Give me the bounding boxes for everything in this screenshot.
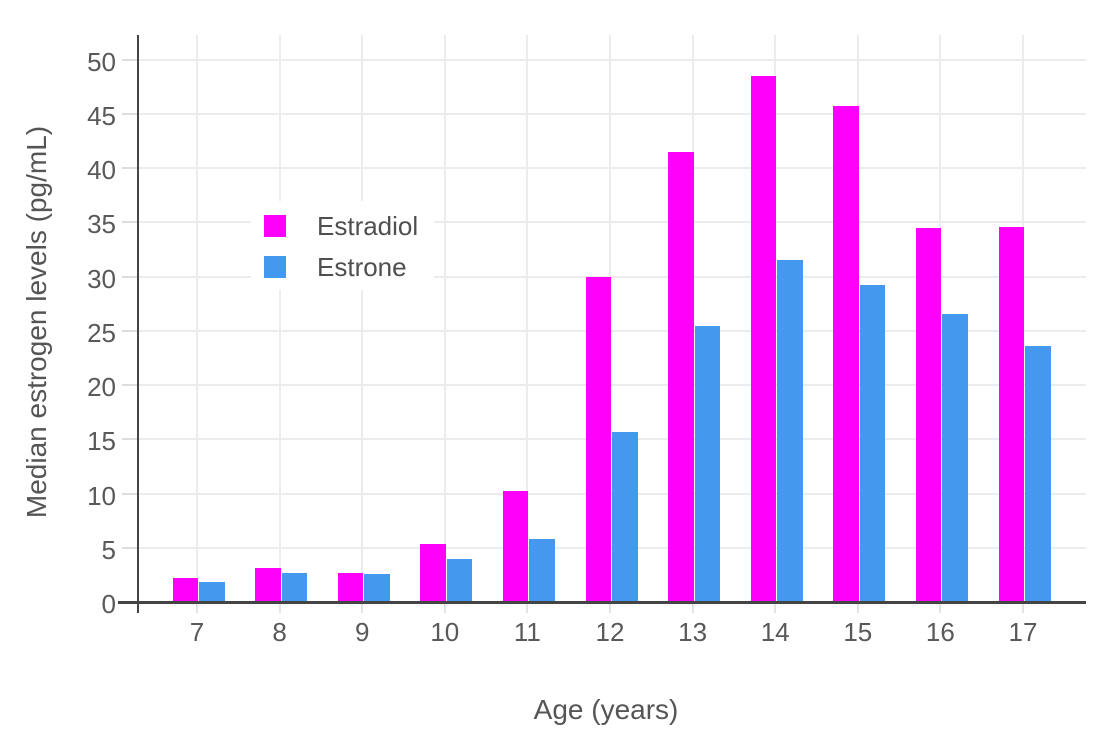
y-tick-mark	[122, 438, 138, 441]
x-tick-mark	[856, 604, 859, 613]
h-gridline	[138, 275, 1086, 278]
x-tick-label: 13	[678, 617, 708, 647]
bar-estrone-age-15	[859, 285, 886, 602]
bar-estrone-age-9	[364, 573, 390, 602]
x-tick-mark	[196, 604, 198, 613]
x-tick-mark	[1022, 604, 1024, 613]
x-tick-mark	[774, 604, 777, 613]
h-gridline	[138, 58, 1086, 61]
legend-item-estradiol[interactable]: Estradiol	[264, 213, 418, 239]
v-gridline	[361, 35, 364, 603]
y-tick-label: 15	[87, 426, 116, 457]
bar-estrone-age-16	[942, 314, 968, 602]
x-tick-label: 8	[272, 617, 287, 647]
bar-estradiol-age-12	[585, 276, 611, 602]
y-tick-mark	[122, 58, 138, 61]
x-tick-label: 9	[354, 617, 370, 647]
bar-estrone-age-8	[281, 572, 308, 602]
y-tick-mark	[122, 167, 138, 169]
x-tick-mark	[609, 604, 611, 613]
y-tick-mark	[122, 112, 138, 115]
estradiol-swatch-icon	[264, 215, 286, 237]
bar-estradiol-age-13	[668, 151, 694, 602]
y-tick-label: 5	[101, 534, 116, 565]
x-tick-label: 14	[760, 617, 790, 647]
x-tick-mark	[691, 604, 694, 613]
y-tick-label: 0	[101, 589, 116, 619]
x-tick-mark	[361, 604, 364, 613]
h-gridline	[138, 329, 1086, 332]
x-tick-label: 10	[430, 617, 460, 647]
bar-estrone-age-13	[694, 326, 721, 602]
x-tick-label: 16	[925, 617, 955, 647]
y-tick-mark	[122, 221, 138, 224]
x-tick-label: 7	[189, 617, 205, 647]
estrone-swatch-icon	[264, 256, 286, 278]
bar-estradiol-age-16	[915, 227, 942, 602]
y-tick-label: 35	[87, 209, 116, 240]
x-tick-mark	[278, 604, 281, 613]
y-tick-label: 30	[87, 263, 116, 294]
legend-item-estrone[interactable]: Estrone	[264, 254, 418, 280]
bar-estradiol-age-9	[337, 572, 364, 602]
x-tick-label: 15	[843, 617, 873, 647]
y-tick-label: 40	[87, 155, 116, 185]
bar-estradiol-age-11	[502, 491, 529, 602]
h-gridline	[138, 112, 1086, 115]
bar-estrone-age-14	[777, 260, 803, 602]
y-tick-label: 50	[87, 46, 116, 77]
y-axis-line	[136, 35, 139, 613]
x-tick-mark	[939, 604, 942, 613]
x-axis-line	[118, 601, 1086, 604]
y-tick-label: 25	[87, 317, 116, 348]
bar-estradiol-age-15	[833, 106, 859, 602]
h-gridline	[138, 221, 1086, 224]
v-gridline	[443, 35, 446, 603]
x-tick-label: 17	[1008, 617, 1038, 647]
h-gridline	[138, 167, 1086, 169]
y-tick-mark	[122, 275, 138, 278]
y-tick-mark	[122, 384, 138, 386]
y-tick-mark	[122, 492, 138, 495]
y-tick-label: 10	[87, 480, 116, 511]
y-tick-mark	[122, 329, 138, 332]
y-tick-label: 20	[87, 372, 116, 402]
legend: Estradiol Estrone	[251, 201, 435, 290]
x-tick-mark	[526, 604, 529, 613]
bar-estradiol-age-17	[998, 226, 1024, 602]
bar-estradiol-age-10	[420, 544, 446, 602]
bar-estrone-age-17	[1025, 345, 1051, 602]
x-axis-title: Age (years)	[533, 694, 679, 725]
v-gridline	[196, 35, 198, 603]
x-tick-label: 12	[595, 617, 625, 647]
bar-estradiol-age-8	[255, 568, 281, 602]
x-tick-label: 11	[513, 617, 541, 647]
h-gridline	[138, 384, 1086, 386]
y-axis-title: Median estrogen levels (pg/mL)	[21, 125, 52, 519]
bar-estrone-age-10	[446, 558, 473, 602]
bar-estrone-age-11	[529, 539, 555, 602]
legend-label-estradiol: Estradiol	[317, 211, 419, 241]
y-tick-label: 45	[87, 100, 116, 131]
y-tick-mark	[122, 546, 138, 549]
bar-estrone-age-7	[199, 582, 225, 602]
v-gridline	[526, 35, 529, 603]
bar-estradiol-age-7	[172, 578, 198, 602]
legend-label-estrone: Estrone	[317, 252, 407, 282]
v-gridline	[278, 35, 281, 603]
x-tick-mark	[443, 604, 446, 613]
bar-estradiol-age-14	[750, 75, 777, 602]
bar-estrone-age-12	[612, 431, 638, 602]
